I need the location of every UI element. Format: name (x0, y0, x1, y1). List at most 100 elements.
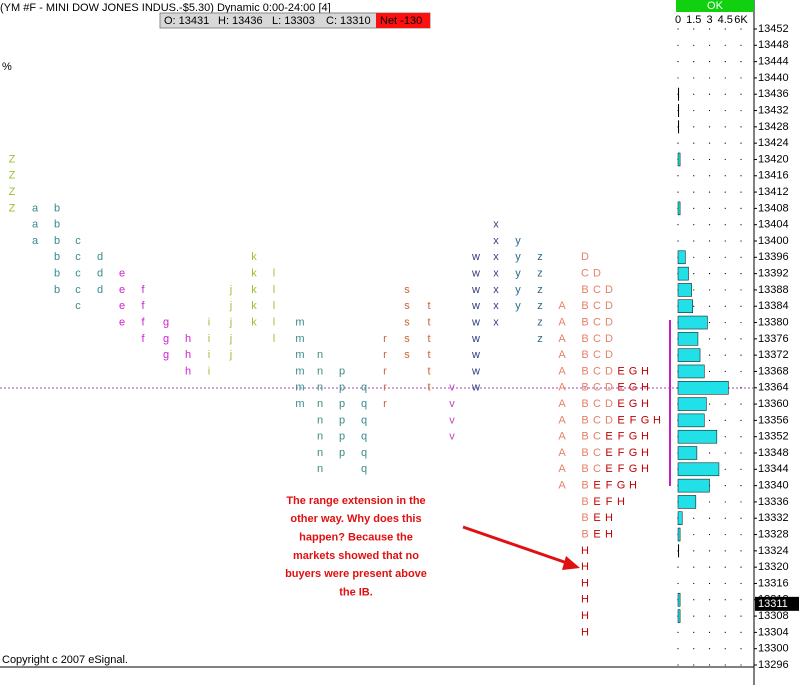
tpo-letter: p (339, 398, 345, 410)
tpo-letter: q (361, 382, 367, 394)
tpo-letter: H (641, 431, 649, 443)
tpo-letter: w (471, 382, 480, 394)
tpo-letter: B (581, 333, 588, 345)
volume-grid-dot (693, 305, 695, 307)
volume-tick-label: 3 (706, 14, 712, 26)
tpo-letter: h (185, 349, 191, 361)
volume-grid-dot (724, 468, 726, 470)
volume-grid-dot (740, 631, 742, 633)
volume-grid-dot (708, 452, 711, 454)
volume-grid-dot (708, 158, 711, 161)
tpo-letter: k (251, 316, 257, 328)
tpo-letter: s (404, 333, 410, 345)
volume-grid-dot (740, 533, 742, 536)
volume-grid-dot (677, 224, 679, 226)
volume-grid-dot (708, 599, 711, 601)
volume-grid-dot (693, 191, 695, 193)
tpo-letter: A (558, 463, 566, 475)
tpo-letter: A (558, 316, 566, 328)
tpo-letter: a (32, 235, 39, 247)
tpo-letter: E (617, 382, 624, 394)
volume-grid-dot (740, 289, 742, 291)
tpo-letter: B (581, 398, 588, 410)
volume-grid-dot (708, 28, 711, 30)
volume-bar (677, 299, 693, 313)
tpo-letter: b (54, 268, 60, 280)
tpo-letter: G (629, 382, 638, 394)
tpo-letter: d (97, 268, 103, 280)
close: C: 13310 (326, 15, 371, 27)
tpo-letter: B (581, 365, 588, 377)
tpo-letter: G (629, 398, 638, 410)
tpo-letter: A (558, 480, 566, 492)
tpo-letter: x (493, 235, 499, 247)
volume-grid-dot (708, 550, 711, 552)
volume-grid-dot (740, 468, 742, 470)
tpo-letter: A (558, 333, 566, 345)
tpo-letter: A (558, 414, 566, 426)
tpo-letter: Z (9, 170, 16, 182)
tpo-letter: j (229, 300, 232, 312)
tpo-letter: D (593, 268, 601, 280)
y-tick-label: 13308 (758, 610, 789, 622)
tpo-letter: C (581, 268, 589, 280)
volume-grid-dot (677, 175, 679, 177)
volume-grid-dot (708, 305, 711, 307)
y-tick-label: 13400 (758, 235, 789, 247)
volume-grid-dot (740, 403, 742, 405)
volume-bar (677, 250, 686, 265)
tpo-letter: z (537, 316, 543, 328)
tpo-letter: B (581, 300, 588, 312)
tpo-letter: D (605, 316, 613, 328)
tpo-letter: x (493, 300, 499, 312)
tpo-letter: b (54, 235, 60, 247)
tpo-letter: w (471, 316, 480, 328)
y-tick-label: 13404 (758, 219, 789, 231)
volume-grid-dot (740, 664, 742, 666)
tpo-letter: A (558, 447, 566, 459)
tpo-letter: c (75, 235, 81, 247)
tpo-letter: i (208, 333, 210, 345)
volume-grid-dot (708, 240, 711, 242)
volume-grid-dot (724, 289, 726, 291)
tpo-letter: G (641, 414, 650, 426)
volume-grid-dot (708, 273, 711, 275)
y-tick-label: 13384 (758, 300, 789, 312)
volume-grid-dot (693, 175, 695, 177)
volume-bar (677, 397, 707, 411)
tpo-letter: j (229, 333, 232, 345)
tpo-letter: z (537, 300, 543, 312)
tpo-letter: m (295, 398, 304, 410)
tpo-letter: A (558, 349, 566, 361)
volume-grid-dot (693, 109, 695, 112)
tpo-letter: f (141, 284, 145, 296)
tpo-letter: y (515, 300, 521, 312)
volume-grid-dot (677, 631, 679, 633)
tpo-letter: E (593, 528, 600, 540)
volume-grid-dot (724, 305, 726, 307)
tpo-letter: H (641, 365, 649, 377)
volume-grid-dot (677, 664, 679, 666)
tpo-letter: w (471, 333, 480, 345)
tpo-letter: E (605, 447, 612, 459)
tpo-letter: n (317, 431, 323, 443)
tpo-letter: B (581, 447, 588, 459)
copyright: Copyright c 2007 eSignal. (2, 654, 128, 666)
y-tick-label: 13352 (758, 431, 789, 443)
tpo-letter: H (605, 528, 613, 540)
volume-grid-dot (740, 158, 742, 161)
volume-bar (677, 381, 729, 395)
tpo-letter: Z (9, 186, 16, 198)
y-tick-label: 13348 (758, 447, 789, 459)
tpo-letter: w (471, 300, 480, 312)
tpo-letter: G (629, 365, 638, 377)
volume-bar (677, 495, 697, 509)
volume-bar (678, 104, 680, 118)
tpo-letter: x (493, 251, 499, 263)
volume-grid-dot (724, 436, 726, 438)
volume-grid-dot (740, 142, 742, 144)
tpo-letter: t (427, 300, 430, 312)
tpo-letter: D (605, 414, 613, 426)
volume-grid-dot (693, 273, 695, 275)
